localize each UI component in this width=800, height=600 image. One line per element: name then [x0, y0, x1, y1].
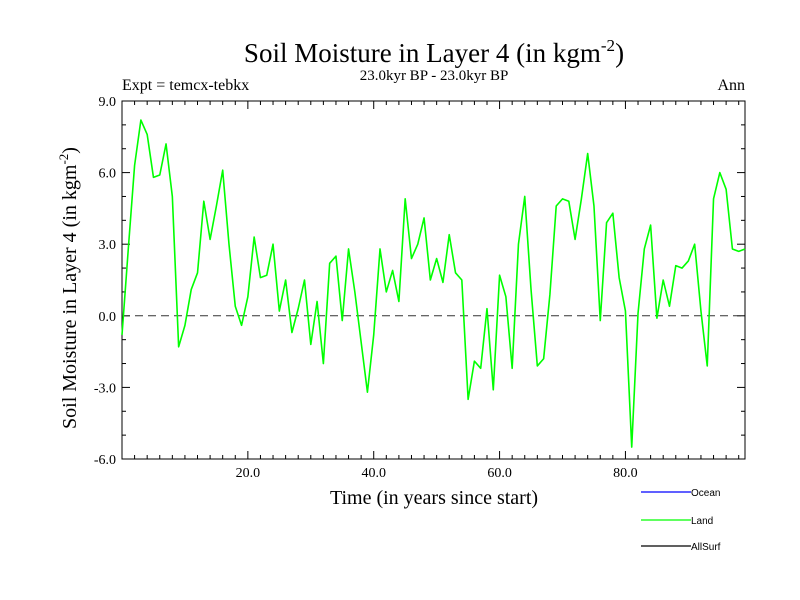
legend-label-ocean: Ocean: [691, 488, 720, 499]
season-label: Ann: [717, 77, 745, 94]
plot-area: 20.0 40.0 60.0 80.0 -6.0 -3.0 0.0 3.0 6.0 9.0: [94, 95, 746, 481]
x-tick-label: 80.0: [613, 466, 638, 481]
y-tick-label: 9.0: [99, 95, 117, 110]
chart-title-main: Soil Moisture in Layer 4 (in kgm: [244, 38, 601, 68]
y-tick-label: 3.0: [99, 238, 117, 253]
legend: Ocean Land AllSurf: [641, 488, 721, 553]
legend-label-land: Land: [691, 516, 713, 527]
chart-subtitle: 23.0kyr BP - 23.0kyr BP: [360, 68, 509, 84]
y-tick-label: -3.0: [94, 381, 116, 396]
y-axis-label-superscript: -2: [56, 154, 71, 165]
y-tick-label: 0.0: [99, 310, 117, 325]
chart-title-superscript: -2: [601, 36, 615, 55]
plot-frame: [121, 100, 746, 460]
x-axis-label-text: Time (in years since start): [330, 487, 538, 509]
chart-title-close: ): [615, 38, 624, 68]
x-tick-label: 20.0: [236, 466, 261, 481]
series-line-land: [121, 119, 746, 448]
y-tick-label: -6.0: [94, 453, 116, 468]
y-axis-label-close: ): [59, 147, 81, 154]
x-axis-label: Time (in years since start): [330, 487, 538, 509]
experiment-label: Expt = temcx-tebkx: [122, 77, 249, 94]
x-tick-label: 60.0: [487, 466, 512, 481]
x-tick-label: 40.0: [361, 466, 386, 481]
legend-label-allsurf: AllSurf: [691, 542, 721, 553]
y-axis-label-main: Soil Moisture in Layer 4 (in kgm: [59, 164, 81, 429]
y-tick-label: 6.0: [99, 167, 117, 182]
chart-title: Soil Moisture in Layer 4 (in kgm-2): [244, 36, 624, 68]
y-axis-label: Soil Moisture in Layer 4 (in kgm-2): [56, 147, 81, 429]
